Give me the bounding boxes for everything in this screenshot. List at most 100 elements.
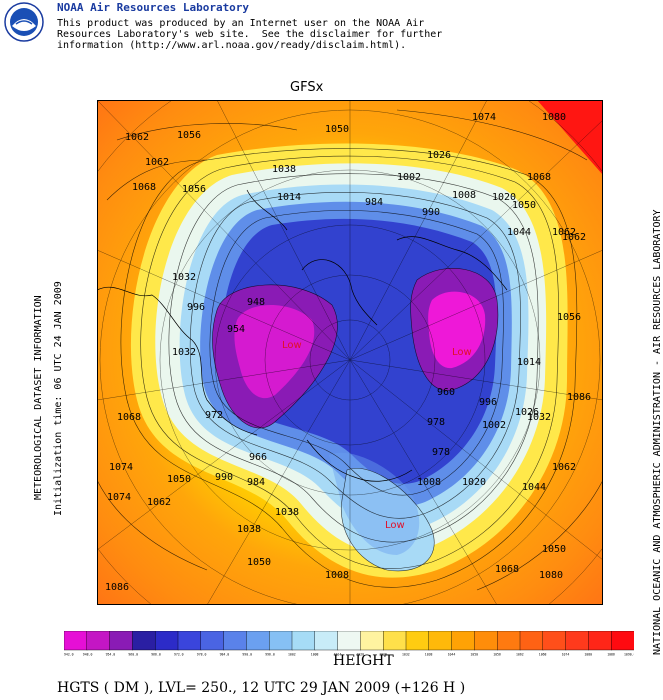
contour-label: 1062 <box>552 462 576 473</box>
contour-label: 960 <box>437 387 455 398</box>
contour-label: 1002 <box>482 420 506 431</box>
color-scale-cell <box>223 631 248 651</box>
contour-label: 996 <box>187 302 205 313</box>
contour-label: 1038 <box>237 524 261 535</box>
color-scale-tick-label: 1086 <box>607 653 615 657</box>
color-scale-cell <box>64 631 88 651</box>
contour-label: 984 <box>247 477 265 488</box>
contour-label: 1026 <box>515 407 539 418</box>
contour-label: 1020 <box>462 477 486 488</box>
contour-label: 1050 <box>247 557 271 568</box>
contour-label: 1014 <box>277 192 301 203</box>
map-south-tongue <box>341 468 435 571</box>
color-scale-tick-label: 966.0 <box>151 653 161 657</box>
color-scale-cell <box>291 631 316 651</box>
color-scale-cell <box>337 631 362 651</box>
map-coastlines <box>97 189 508 482</box>
color-scale-cell <box>519 631 544 651</box>
color-scale-cell <box>428 631 453 651</box>
contour-label: 1002 <box>397 172 421 183</box>
disclaimer-line: Resources Laboratory's web site. See the… <box>57 29 443 40</box>
model-label: GFSx <box>290 80 324 95</box>
contour-label: 954 <box>227 324 245 335</box>
contour-label: 1032 <box>172 272 196 283</box>
contour-label: 984 <box>365 197 383 208</box>
contour-label: 1062 <box>125 132 149 143</box>
color-scale-cell <box>314 631 339 651</box>
contour-label: 1032 <box>527 412 551 423</box>
color-scale-cell <box>177 631 202 651</box>
color-scale-tick-label: 1038 <box>425 653 433 657</box>
low-label: Low <box>385 520 405 531</box>
color-scale-tick-label: 990.0 <box>242 653 252 657</box>
color-scale-tick-label: 1074 <box>562 653 570 657</box>
noaa-logo-icon[interactable] <box>4 2 44 42</box>
contour-label: 1074 <box>107 492 131 503</box>
color-scale-tick-label: 1056 <box>493 653 501 657</box>
noaa-arl-label: NATIONAL OCEANIC AND ATMOSPHERIC ADMINIS… <box>652 209 663 655</box>
dataset-info-label: METEOROLOGICAL DATASET INFORMATION <box>33 295 44 500</box>
contour-label: 1074 <box>472 112 496 123</box>
contour-label: 1014 <box>517 357 541 368</box>
color-scale-cell <box>497 631 521 651</box>
contour-label: 1038 <box>272 164 296 175</box>
color-scale: 942.0 948.0 954.0 960.0 966.0 972.0 978.0 984.0… <box>64 631 634 657</box>
color-scale-tick-label: 1032 <box>402 653 410 657</box>
contour-label: 1008 <box>325 570 349 581</box>
contour-label: 1050 <box>167 474 191 485</box>
header: NOAA Air Resources Laboratory This produ… <box>0 0 663 60</box>
disclaimer-line: information (http://www.arl.noaa.gov/rea… <box>57 40 407 51</box>
color-scale-cells <box>64 631 634 651</box>
color-scale-cell <box>542 631 567 651</box>
map-low-east-core <box>428 291 486 369</box>
contour-label: 978 <box>432 447 450 458</box>
color-scale-tick-label: 1080 <box>584 653 592 657</box>
color-scale-tick-label: 1002 <box>288 653 296 657</box>
color-scale-cell <box>200 631 225 651</box>
color-scale-tick-label: 1062 <box>516 653 524 657</box>
color-scale-cell <box>360 631 384 651</box>
map-contours <box>97 109 603 591</box>
contour-label: 1056 <box>557 312 581 323</box>
low-label: Low <box>452 347 472 358</box>
color-scale-cell <box>268 631 293 651</box>
contour-label: 1050 <box>512 200 536 211</box>
map-corner-high <box>537 100 603 175</box>
color-scale-tick-label: 960.0 <box>128 653 138 657</box>
contour-label: 1044 <box>522 482 546 493</box>
contour-label: 1020 <box>492 192 516 203</box>
contour-label: 966 <box>249 452 267 463</box>
color-scale-tick-label: 954.0 <box>106 653 116 657</box>
color-scale-cell <box>611 631 634 651</box>
color-scale-tick-label: 948.0 <box>83 653 93 657</box>
lab-title[interactable]: NOAA Air Resources Laboratory <box>57 1 250 14</box>
color-scale-tick-label: 972.0 <box>174 653 184 657</box>
color-scale-tick-label: 942.0 <box>64 653 74 657</box>
color-scale-cell <box>588 631 612 651</box>
color-scale-cell <box>405 631 430 651</box>
contour-label: 1086 <box>105 582 129 593</box>
contour-label: 1008 <box>452 190 476 201</box>
contour-label: 1062 <box>145 157 169 168</box>
color-scale-tick-label: 1008 <box>311 653 319 657</box>
map-contour-labels: 1062 1056 1074 1080 1062 1068 1050 1056 … <box>105 112 591 593</box>
color-scale-tick-label: 1090.0 <box>624 653 634 657</box>
color-scale-tick-label: 1044 <box>448 653 456 657</box>
contour-label: 1038 <box>275 507 299 518</box>
map-graticule <box>97 100 603 605</box>
field-name: HEIGHT <box>333 653 394 669</box>
color-scale-tick-label: 984.0 <box>220 653 230 657</box>
color-scale-cell <box>154 631 179 651</box>
contour-label: 1068 <box>495 564 519 575</box>
contour-label: 1026 <box>427 150 451 161</box>
color-scale-ticks: 942.0 948.0 954.0 960.0 966.0 972.0 978.0 984.0… <box>64 653 634 657</box>
height-map: 1062 1056 1074 1080 1062 1068 1050 1056 … <box>97 100 603 605</box>
contour-label: 948 <box>247 297 265 308</box>
contour-label: 996 <box>479 397 497 408</box>
contour-label: 990 <box>215 472 233 483</box>
color-scale-tick-label: 1026 <box>379 653 387 657</box>
contour-label: 1050 <box>542 544 566 555</box>
color-scale-tick-label: 1068 <box>539 653 547 657</box>
color-scale-cell <box>451 631 476 651</box>
color-scale-cell <box>86 631 111 651</box>
